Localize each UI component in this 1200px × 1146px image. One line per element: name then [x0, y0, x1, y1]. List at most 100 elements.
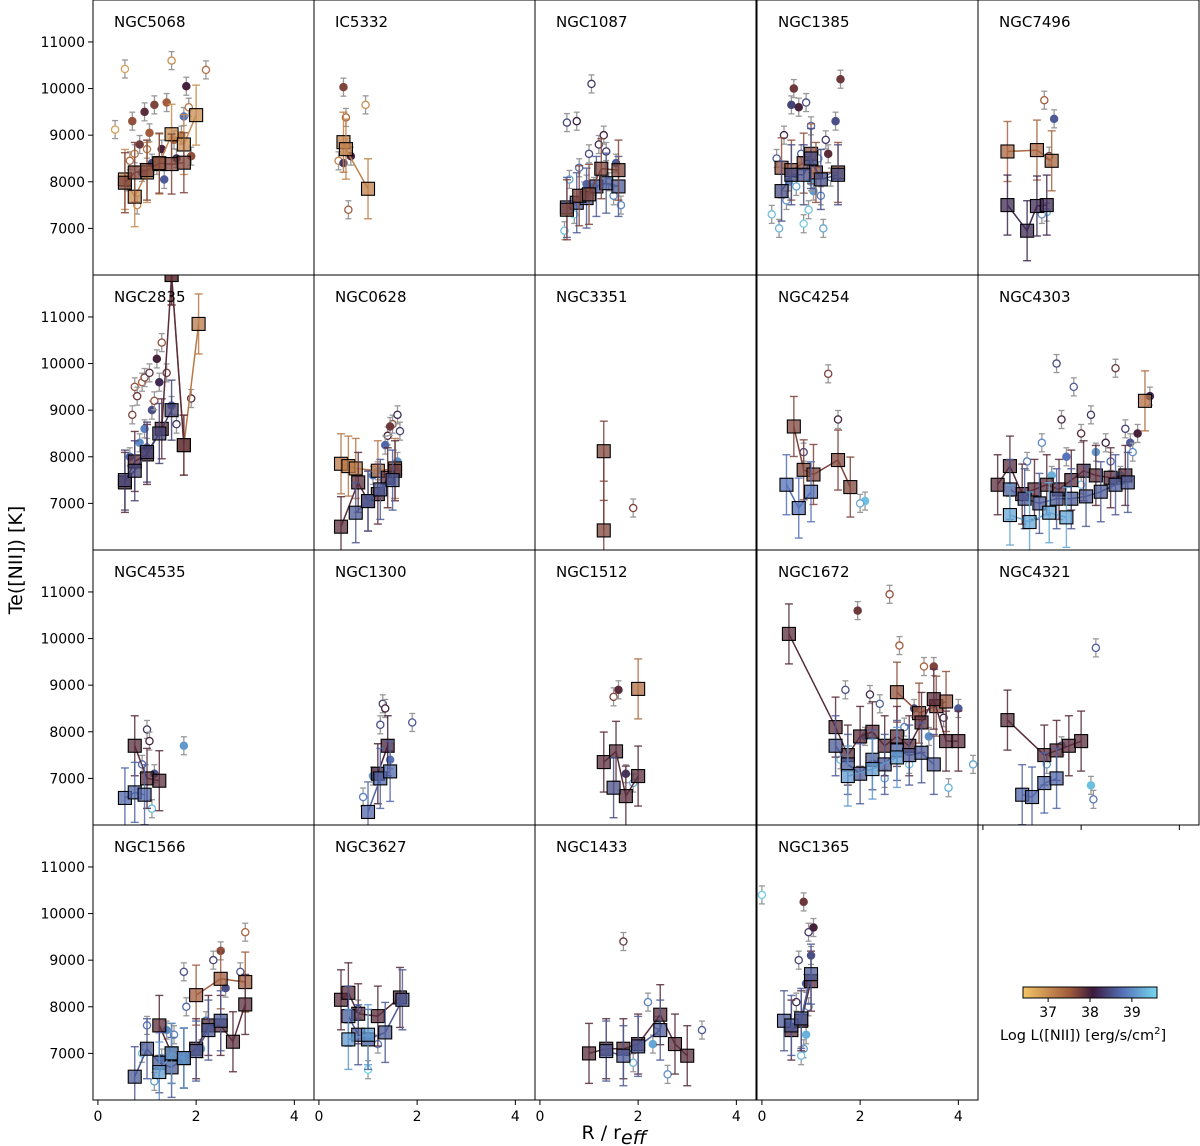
x-tick-label: 4	[511, 1109, 520, 1125]
panel-ngc7496: NGC7496	[977, 0, 1200, 276]
scatter-point	[895, 641, 904, 650]
binned-square	[1039, 477, 1054, 492]
panel-title: NGC4254	[778, 288, 850, 306]
scatter-point	[609, 692, 618, 702]
scatter-point	[120, 64, 130, 74]
y-axis-title: Te([NII]) [K]	[5, 506, 27, 615]
y-tick-label: 7000	[49, 771, 85, 787]
scatter-point	[393, 410, 402, 420]
panel-ngc1672: NGC1672	[756, 549, 979, 826]
scatter-point	[339, 82, 348, 92]
panel-ngc1087: NGC1087	[534, 0, 757, 276]
binned-square	[370, 1009, 385, 1024]
binned-square	[828, 738, 843, 753]
binned-square	[653, 1023, 668, 1038]
scatter-point	[1091, 643, 1101, 653]
scatter-point	[182, 1002, 191, 1012]
y-tick-label: 9000	[49, 678, 85, 694]
panel-plot-area	[596, 658, 646, 825]
scatter-point	[1111, 363, 1120, 373]
colorbar-ticks: 37 38 39	[1039, 998, 1141, 1021]
panel-frame	[92, 824, 315, 1101]
binned-square	[152, 1064, 167, 1080]
binned-square	[1088, 468, 1103, 483]
binned-square	[616, 1048, 631, 1063]
binned-square	[1044, 153, 1059, 168]
binned-square	[360, 181, 376, 196]
scatter-point	[1076, 429, 1086, 438]
scatter-point	[179, 741, 189, 751]
binned-square	[779, 477, 794, 492]
binned-square	[1042, 505, 1057, 520]
panel-frame	[977, 0, 1200, 276]
binned-square	[889, 685, 905, 700]
scatter-point	[855, 499, 865, 508]
y-tick-label: 10000	[40, 632, 85, 648]
panel-plot-area	[1000, 638, 1101, 825]
panel-plot-area	[358, 694, 417, 825]
binned-square	[164, 1046, 179, 1061]
binned-square	[189, 988, 204, 1003]
scatter-point	[841, 685, 850, 695]
binned-square	[631, 1039, 646, 1054]
scatter-point	[395, 426, 405, 436]
binned-square	[596, 523, 611, 538]
binned-square	[360, 494, 376, 509]
binned-square	[889, 750, 905, 765]
panel-plot-area	[110, 50, 211, 228]
binned-square	[225, 1034, 241, 1049]
binned-square	[152, 426, 167, 441]
binned-line-highL	[606, 1029, 661, 1057]
binned-square	[1059, 510, 1074, 525]
panel-title: NGC4535	[114, 563, 186, 581]
x-tick-label: 2	[413, 1109, 422, 1125]
panel-frame	[756, 824, 979, 1101]
x-axis-title-subscript: eff	[621, 1127, 649, 1146]
binned-square	[618, 789, 633, 804]
binned-square	[164, 403, 179, 418]
scatter-point	[757, 890, 767, 900]
binned-square	[360, 1027, 376, 1042]
panel-title: NGC1365	[778, 838, 850, 856]
scatter-point	[572, 116, 581, 126]
panel-ngc4254: NGC4254	[756, 274, 979, 551]
panel-title: NGC1300	[335, 563, 407, 581]
y-tick-label: 7000	[49, 496, 85, 512]
binned-square	[1039, 198, 1054, 213]
colorbar-tick-label: 39	[1123, 1005, 1141, 1021]
binned-square	[341, 1032, 356, 1047]
binned-square	[1022, 514, 1037, 530]
empty-slot-ticks	[982, 825, 1180, 830]
binned-square	[806, 467, 821, 482]
x-tick-label: 0	[314, 1109, 323, 1125]
binned-square	[1037, 776, 1052, 791]
panel-title: NGC1385	[778, 13, 850, 31]
scatter-point	[385, 422, 395, 431]
x-tick-label: 2	[856, 1109, 865, 1125]
binned-square	[667, 1037, 683, 1052]
scatter-point	[628, 1058, 638, 1067]
scatter-point	[240, 927, 250, 937]
binned-square	[378, 1025, 393, 1040]
panel-title: NGC0628	[335, 288, 407, 306]
binned-square	[581, 1046, 597, 1061]
binned-square	[830, 167, 846, 182]
binned-square	[338, 142, 353, 157]
binned-square	[781, 626, 796, 641]
binned-square	[581, 187, 597, 202]
binned-square	[830, 452, 846, 468]
scatter-point	[1052, 359, 1061, 368]
scatter-point	[804, 205, 813, 214]
binned-square	[559, 202, 574, 217]
panel-title: NGC1566	[114, 838, 186, 856]
scatter-point	[823, 369, 833, 379]
panel-title: NGC1672	[778, 563, 850, 581]
binned-square	[939, 694, 954, 709]
scatter-point	[792, 182, 801, 191]
panel-plot-area	[127, 922, 253, 1100]
panel-plot-area	[781, 584, 978, 807]
scatter-point	[794, 102, 803, 112]
scatter-point	[614, 685, 623, 695]
scatter-point	[801, 1030, 811, 1039]
scatter-point	[361, 100, 370, 110]
